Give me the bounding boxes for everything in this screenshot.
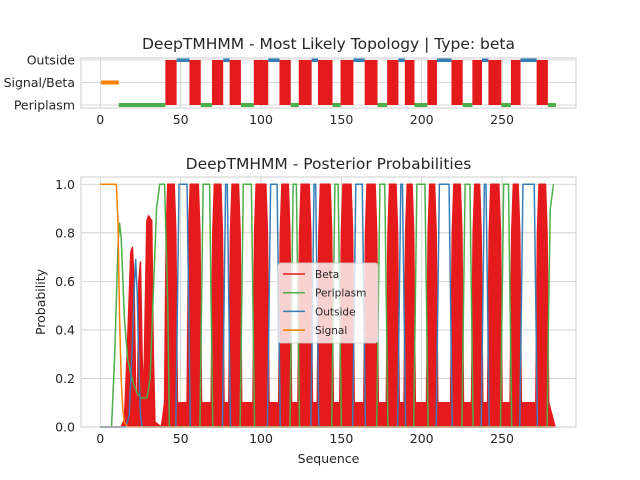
topology-x-tick-label: 0 (96, 112, 104, 127)
series-line-beta (100, 183, 556, 428)
topology-title: DeepTMHMM - Most Likely Topology | Type:… (142, 35, 515, 53)
topology-segment (253, 60, 269, 105)
probability-x-tick-label: 50 (173, 431, 189, 446)
topology-x-tick-label: 250 (490, 112, 514, 127)
series-signal (100, 183, 556, 428)
topology-segment (451, 60, 463, 105)
series-periplasm (100, 183, 555, 428)
legend-label: Outside (315, 306, 356, 318)
probability-y-tick-label: 1.0 (55, 177, 75, 192)
probability-y-tick-label: 0.6 (55, 274, 75, 289)
topology-segment (298, 60, 312, 105)
probability-frame (80, 176, 577, 428)
topology-x-tick-label: 50 (173, 112, 189, 127)
probability-x-tick-label: 0 (96, 431, 104, 446)
probability-x-tick-label: 250 (490, 431, 514, 446)
topology-segment (488, 60, 502, 105)
legend: Beta Periplasm Outside Signal (277, 262, 379, 344)
probability-x-tick-label: 100 (249, 431, 273, 446)
probability-y-tick-label: 0.4 (55, 322, 75, 337)
legend-item-signal: Signal (283, 325, 347, 337)
topology-segment (404, 60, 415, 105)
topology-segment (229, 60, 241, 105)
topology-segment (318, 60, 333, 105)
topology-x-ticks: 0 50 100 150 200 250 (96, 112, 514, 127)
probability-y-tick-label: 0.0 (55, 420, 75, 435)
probability-y-ticks: 0.0 0.2 0.4 0.6 0.8 1.0 (55, 177, 75, 435)
probability-y-tick-label: 0.8 (55, 225, 75, 240)
legend-item-beta: Beta (283, 269, 339, 281)
topology-panel: 0 50 100 150 200 250 Periplasm Signal/Beta Outs… (4, 35, 577, 127)
topology-y-tick-label: Periplasm (14, 98, 75, 113)
topology-x-tick-label: 200 (410, 112, 434, 127)
topology-x-tick-label: 100 (249, 112, 273, 127)
legend-label: Periplasm (315, 288, 366, 300)
probability-x-ticks: 0 50 100 150 200 250 (96, 431, 514, 446)
legend-label: Beta (315, 269, 339, 281)
legend-box (277, 262, 379, 344)
series-line-periplasm (100, 183, 555, 428)
topology-segment (211, 60, 224, 105)
topology-segment (165, 60, 177, 105)
topology-segment (387, 60, 399, 105)
legend-item-periplasm: Periplasm (283, 288, 366, 300)
probability-x-tick-label: 200 (410, 431, 434, 446)
topology-segment (427, 60, 437, 105)
topology-frame (80, 57, 577, 109)
probability-title: DeepTMHMM - Posterior Probabilities (186, 155, 472, 173)
topology-segment (189, 60, 201, 105)
topology-segment (340, 60, 354, 105)
topology-x-tick-label: 150 (329, 112, 353, 127)
topology-y-tick-label: Outside (27, 53, 76, 68)
topology-y-ticks: Periplasm Signal/Beta Outside (4, 53, 76, 113)
legend-label: Signal (315, 325, 347, 337)
topology-segment (364, 60, 378, 105)
topology-segment (279, 60, 291, 105)
topology-segment (510, 60, 521, 105)
series-line-signal (100, 183, 556, 428)
probability-x-tick-label: 150 (329, 431, 353, 446)
x-axis-label: Sequence (298, 451, 360, 466)
probability-y-tick-label: 0.2 (55, 371, 75, 386)
probability-panel: 0 50 100 150 200 250 0.0 0.2 0.4 0.6 0.8 1.0 DeepT… (33, 155, 577, 466)
legend-item-outside: Outside (283, 306, 356, 318)
topology-segments (101, 58, 556, 107)
topology-y-tick-label: Signal/Beta (4, 75, 75, 90)
topology-segment (472, 60, 482, 105)
topology-segment (536, 60, 548, 105)
y-axis-label: Probability (33, 268, 48, 335)
